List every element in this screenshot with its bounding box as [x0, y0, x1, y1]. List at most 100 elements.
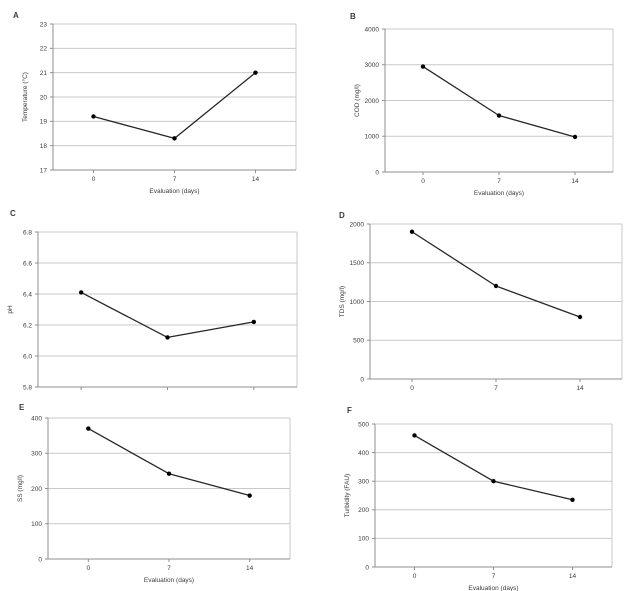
y-tick-label: 0 — [360, 376, 364, 383]
y-axis-title: pH — [7, 305, 14, 314]
panel-label-a: A — [13, 11, 19, 20]
x-tick-label: 7 — [492, 573, 496, 580]
data-point-marker — [572, 134, 578, 140]
x-tick-label: 14 — [252, 176, 260, 183]
y-tick-label: 0 — [38, 556, 42, 563]
y-axis-title: Turbidity (FAU) — [344, 474, 351, 517]
data-point-marker — [412, 433, 417, 438]
chart-panel-d: D 0 500 1000 1500 2000 0 7 14 TDS (mg/l) — [312, 200, 624, 395]
y-tick-label: 6.6 — [23, 260, 32, 267]
y-tick-label: 0 — [375, 169, 379, 176]
data-point-marker — [496, 113, 502, 118]
y-tick-label: 500 — [358, 421, 369, 428]
x-tick-label: 0 — [421, 178, 425, 185]
chart-panel-f: F 0 100 200 300 400 500 0 7 14 Evaluation (days) T… — [312, 395, 624, 591]
panel-label-c: C — [10, 209, 16, 218]
y-tick-label: 3000 — [365, 62, 380, 69]
x-axis-title: Evaluation (days) — [468, 585, 518, 591]
y-axis-title: TDS (mg/l) — [339, 286, 346, 317]
line-chart: 5.8 6.0 6.2 6.4 6.6 6.8 pH — [7, 229, 298, 391]
line-chart: 0 500 1000 1500 2000 0 7 14 TDS (mg/l) — [339, 221, 623, 392]
y-tick-label: 100 — [358, 536, 369, 543]
series-line — [80, 291, 255, 339]
data-point-marker — [570, 497, 575, 502]
x-tick-label: 14 — [571, 178, 579, 185]
line-chart: 0 1000 2000 3000 4000 0 7 14 Evaluation (days) CO… — [354, 26, 614, 197]
y-tick-label: 4000 — [365, 26, 380, 33]
y-tick-label: 400 — [31, 415, 42, 422]
x-tick-label: 14 — [246, 565, 254, 572]
line-chart: 0 100 200 300 400 0 7 14 Evaluation (days) SS (mg… — [17, 415, 291, 584]
y-tick-label: 2000 — [365, 98, 380, 105]
x-tick-label: 14 — [569, 573, 577, 580]
data-point-marker — [172, 136, 177, 141]
data-point-marker — [491, 479, 496, 484]
x-tick-label: 0 — [413, 573, 417, 580]
data-point-marker — [493, 283, 499, 289]
panel-label-d: D — [339, 211, 345, 220]
chart-panel-a: A 17 18 19 20 21 22 23 0 7 14 Evaluation (days) Tem… — [0, 0, 312, 200]
y-tick-label: 200 — [31, 486, 42, 493]
y-axis-title: COD (mg/l) — [354, 84, 361, 117]
y-tick-label: 23 — [40, 21, 48, 28]
y-tick-label: 2000 — [350, 221, 365, 228]
x-axis-title: Evaluation (days) — [474, 190, 524, 197]
y-tick-label: 17 — [40, 167, 48, 174]
x-axis-title: Evaluation (days) — [149, 188, 199, 195]
y-tick-label: 200 — [358, 507, 369, 514]
series-line — [422, 65, 576, 138]
line-chart: 0 100 200 300 400 500 0 7 14 Evaluation (days) Tur… — [344, 421, 613, 591]
x-tick-label: 7 — [497, 178, 501, 185]
y-tick-label: 400 — [358, 450, 369, 457]
y-axis-title: Temperature (°C) — [21, 72, 29, 122]
x-axis-title: Evaluation (days) — [144, 577, 194, 584]
y-tick-label: 18 — [40, 143, 48, 150]
panel-label-b: B — [350, 12, 356, 21]
y-tick-label: 1000 — [365, 134, 380, 141]
x-tick-label: 7 — [167, 565, 171, 572]
series-line — [413, 434, 574, 501]
y-tick-label: 100 — [31, 521, 42, 528]
y-tick-label: 300 — [31, 451, 42, 458]
panel-label-e: E — [19, 403, 25, 412]
x-tick-label: 0 — [410, 385, 414, 392]
y-tick-label: 6.0 — [23, 353, 32, 360]
series-line — [87, 427, 251, 497]
y-tick-label: 22 — [40, 46, 48, 53]
x-tick-label: 0 — [87, 565, 91, 572]
chart-panel-e: E 0 100 200 300 400 0 7 14 Evaluation (days) SS (… — [0, 395, 312, 591]
data-point-marker — [577, 314, 583, 320]
data-point-marker — [251, 319, 257, 325]
data-point-marker — [247, 493, 252, 498]
x-tick-label: 14 — [576, 385, 584, 392]
data-point-marker — [91, 114, 96, 119]
y-tick-label: 6.8 — [23, 229, 32, 236]
data-point-marker — [420, 64, 426, 69]
y-tick-label: 1500 — [350, 260, 365, 267]
y-tick-label: 19 — [40, 119, 48, 126]
chart-panel-c: C 5.8 6.0 6.2 6.4 6.6 6.8 pH — [0, 200, 312, 395]
y-tick-label: 300 — [358, 479, 369, 486]
y-axis-title: SS (mg/l) — [17, 475, 24, 502]
x-tick-label: 7 — [494, 385, 498, 392]
y-tick-label: 6.2 — [23, 322, 32, 329]
x-tick-label: 7 — [173, 176, 177, 183]
y-tick-label: 21 — [40, 70, 48, 77]
data-point-marker — [166, 471, 172, 476]
data-point-marker — [409, 229, 415, 234]
chart-panel-b: B 0 1000 2000 3000 4000 0 7 14 Evaluation (days)… — [312, 0, 624, 200]
x-tick-label: 0 — [92, 176, 96, 183]
y-tick-label: 1000 — [350, 299, 365, 306]
data-point-marker — [86, 426, 91, 431]
data-point-marker — [165, 335, 170, 340]
line-chart: 17 18 19 20 21 22 23 0 7 14 Evaluation (days) Tempe… — [21, 21, 297, 195]
series-line — [92, 72, 257, 140]
data-point-marker — [78, 290, 84, 295]
y-tick-label: 20 — [40, 94, 48, 101]
data-point-marker — [253, 70, 258, 75]
series-line — [411, 231, 581, 318]
y-tick-label: 5.8 — [23, 384, 32, 391]
y-tick-label: 0 — [365, 564, 369, 571]
y-tick-label: 6.4 — [23, 291, 32, 298]
